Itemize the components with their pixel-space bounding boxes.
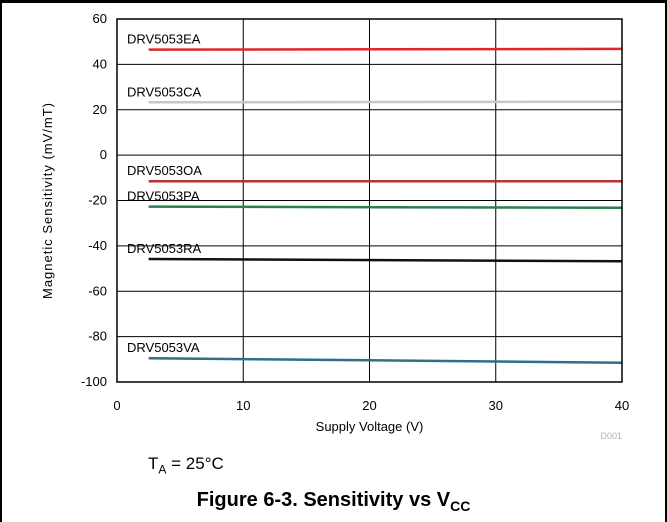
series-line-drv5053ea: [148, 47, 623, 51]
x-axis-label: Supply Voltage (V): [316, 419, 424, 434]
y-tick-label: -60: [88, 283, 107, 298]
series-label-drv5053oa: DRV5053OA: [127, 163, 202, 178]
y-tick-label: 0: [100, 147, 107, 162]
frame-top-border: [0, 0, 667, 3]
axis-ticks: 0 10 20 30 40 60 40 20 0 -20 -40 -60 -80 -100: [81, 11, 629, 413]
series-line-drv5053pa: [148, 205, 623, 210]
y-tick-label: -100: [81, 374, 107, 389]
figure-id-watermark: D001: [600, 431, 622, 441]
series-line-drv5053ra: [148, 257, 623, 263]
y-tick-label: -80: [88, 329, 107, 344]
temperature-symbol: T: [148, 454, 159, 473]
frame-right-border: [665, 0, 667, 522]
series-labels: DRV5053EA DRV5053CA DRV5053OA DRV5053PA DRV5…: [127, 32, 202, 356]
temperature-subscript: A: [158, 462, 167, 477]
series-label-drv5053pa: DRV5053PA: [127, 189, 200, 204]
temperature-note: TA = 25°C: [148, 454, 224, 476]
frame-left-border: [0, 0, 2, 522]
y-axis-label: Magnetic Sensitivity (mV/mT): [40, 102, 55, 299]
series-label-drv5053ea: DRV5053EA: [127, 32, 201, 47]
temperature-value: = 25°C: [166, 454, 224, 473]
plot-area-border: [116, 18, 623, 383]
grid: [117, 19, 622, 382]
caption-subscript: CC: [450, 498, 471, 514]
x-tick-label: 20: [362, 398, 376, 413]
series-label-drv5053va: DRV5053VA: [127, 340, 200, 355]
series-label-drv5053ca: DRV5053CA: [127, 84, 202, 99]
x-tick-label: 40: [615, 398, 629, 413]
y-tick-label: 20: [93, 102, 107, 117]
y-tick-label: 40: [93, 56, 107, 71]
y-tick-label: -20: [88, 193, 107, 208]
series-line-drv5053va: [148, 356, 623, 364]
figure-caption: Figure 6-3. Sensitivity vs VCC: [0, 489, 667, 514]
x-tick-label: 30: [489, 398, 503, 413]
series-lines: [148, 47, 623, 364]
x-tick-label: 0: [113, 398, 120, 413]
y-tick-label: -40: [88, 238, 107, 253]
series-line-drv5053ca: [148, 100, 623, 104]
y-tick-label: 60: [93, 11, 107, 26]
caption-text: Figure 6-3. Sensitivity vs V: [196, 489, 451, 511]
series-label-drv5053ra: DRV5053RA: [127, 241, 202, 256]
x-tick-label: 10: [236, 398, 250, 413]
